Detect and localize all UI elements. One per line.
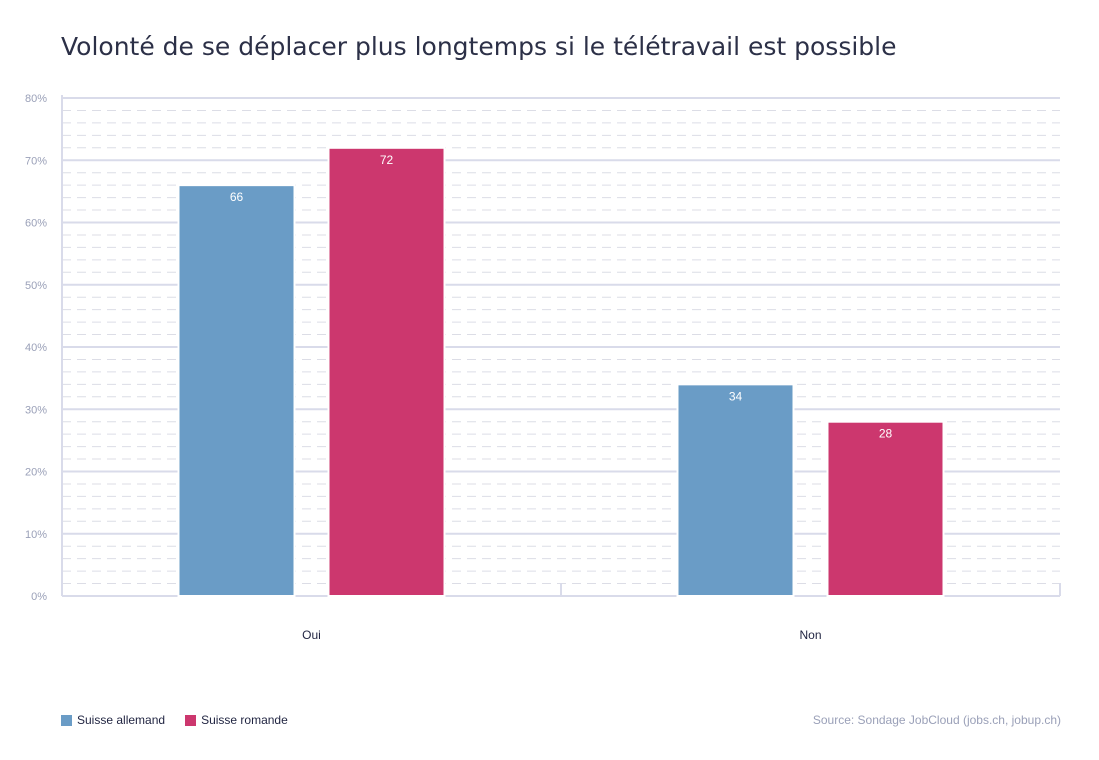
y-tick-label: 20%	[25, 467, 47, 479]
x-axis-tick-labels: Oui Non	[302, 628, 821, 642]
data-label: 34	[729, 389, 743, 403]
bar	[177, 184, 296, 597]
y-tick-label: 10%	[25, 529, 47, 541]
data-label: 28	[879, 427, 893, 441]
legend-swatch	[61, 714, 72, 726]
bar	[826, 420, 945, 598]
y-tick-label: 50%	[25, 280, 47, 292]
bars: 66 72 34 28	[177, 146, 945, 598]
y-tick-label: 60%	[25, 218, 47, 230]
y-tick-label: 30%	[25, 404, 47, 416]
x-tick-label: Oui	[302, 628, 321, 642]
y-tick-label: 80%	[25, 93, 47, 105]
data-label: 72	[380, 153, 394, 167]
legend-item-suisse-allemand[interactable]: Suisse allemand	[61, 713, 165, 727]
legend-label: Suisse allemand	[77, 713, 166, 727]
bar	[676, 383, 795, 597]
legend-label: Suisse romande	[201, 713, 288, 727]
y-axis-tick-labels: 0% 10% 20% 30% 40% 50% 60% 70% 80%	[25, 93, 47, 603]
data-label: 66	[230, 190, 244, 204]
chart-title: Volonté de se déplacer plus longtemps si…	[61, 32, 897, 61]
y-tick-label: 40%	[25, 342, 47, 354]
bar-chart: 0% 10% 20% 30% 40% 50% 60% 70% 80% 66 72 34 28 Oui N…	[25, 93, 1061, 642]
legend-item-suisse-romande[interactable]: Suisse romande	[185, 713, 288, 727]
legend-swatch	[185, 714, 197, 726]
source-note: Source: Sondage JobCloud (jobs.ch, jobup…	[812, 713, 1061, 727]
y-tick-label: 0%	[31, 591, 47, 603]
bar	[327, 146, 446, 598]
legend: Suisse allemand Suisse romande	[61, 713, 288, 727]
x-tick-label: Non	[799, 628, 821, 642]
y-tick-label: 70%	[25, 155, 47, 167]
